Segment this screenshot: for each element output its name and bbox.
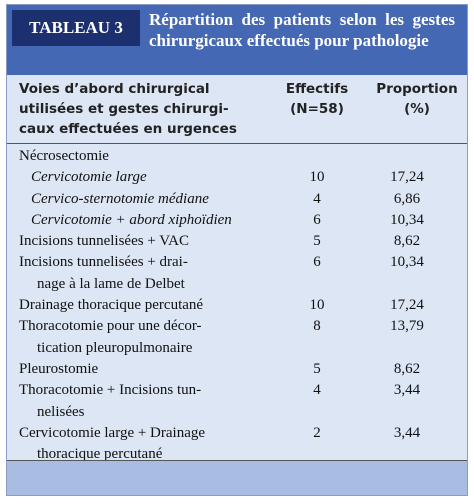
column-headers: Voies d’abord chirurgical utilisées et ge…	[7, 75, 467, 144]
row-label-line: Cervicotomie large + Drainage	[19, 424, 206, 441]
table-row: Cervico-sternotomie médiane 4 6,86	[7, 189, 467, 210]
count-cell: 5	[313, 233, 321, 250]
count-cell: 5	[313, 360, 321, 377]
row-label: Cervicotomie large + Drainage thoracique …	[19, 423, 261, 466]
column-header: Proportion (%)	[369, 79, 465, 119]
proportion-cell: 6,86	[393, 190, 421, 207]
proportion-cell: 8,62	[393, 360, 421, 377]
row-label: Incisions tunnelisées + drai-nage à la l…	[19, 252, 261, 295]
column-header-line: caux effectuées en urgences	[19, 121, 237, 137]
proportion-cell: 13,79	[390, 318, 424, 335]
row-label: Pleurostomie	[19, 359, 261, 380]
row-label-line: Nécrosectomie	[19, 148, 109, 164]
row-label: Thoracotomie + Incisions tun-nelisées	[19, 380, 261, 423]
row-label-line: Cervico-sternotomie médiane	[31, 190, 209, 207]
column-header-line: Effectifs	[285, 81, 349, 97]
proportion-cell: 17,24	[390, 297, 424, 314]
row-label: Cervicotomie large	[19, 167, 273, 188]
proportion-cell: 8,62	[393, 233, 421, 250]
row-label-line: tication pleuropulmonaire	[37, 339, 193, 356]
table-frame: TABLEAU 3 Répartition des patients selon…	[6, 4, 468, 496]
row-label: Thoracotomie pour une décor-tication ple…	[19, 316, 261, 359]
row-label-line: Cervicotomie large	[31, 169, 147, 186]
table-label: TABLEAU 3	[12, 10, 140, 46]
proportion-cell: 10,34	[390, 211, 424, 228]
table-footer	[7, 460, 467, 495]
row-label: Nécrosectomie	[19, 146, 261, 167]
row-label: Incisions tunnelisées + VAC	[19, 231, 261, 252]
column-header-line: (%)	[404, 101, 430, 117]
count-cell: 10	[309, 297, 325, 314]
row-label-line: Drainage thoracique percutané	[19, 297, 204, 314]
proportion-cell: 17,24	[390, 169, 424, 186]
column-header-line: utilisées et gestes chirurgi-	[19, 101, 229, 117]
row-label-line: Thoracotomie pour une décor-	[19, 318, 202, 335]
row-label: Cervicotomie + abord xiphoïdien	[19, 210, 273, 231]
row-label-line: Thoracotomie + Incisions tun-	[19, 382, 202, 399]
table-row: Cervicotomie + abord xiphoïdien 6 10,34	[7, 210, 467, 231]
table-row: Thoracotomie + Incisions tun-nelisées 4 3,…	[7, 380, 467, 423]
row-label: Cervico-sternotomie médiane	[19, 189, 273, 210]
count-cell: 6	[313, 254, 321, 271]
count-cell: 8	[313, 318, 321, 335]
table-row: Thoracotomie pour une décor-tication ple…	[7, 316, 467, 359]
table-header: TABLEAU 3 Répartition des patients selon…	[7, 5, 467, 75]
table-row: Drainage thoracique percutané 10 17,24	[7, 295, 467, 316]
column-header: Effectifs (N=58)	[269, 79, 365, 119]
count-cell: 4	[313, 382, 321, 399]
count-cell: 10	[309, 169, 325, 186]
proportion-cell: 3,44	[393, 382, 421, 399]
count-cell: 2	[313, 424, 321, 441]
proportion-cell: 10,34	[390, 254, 424, 271]
count-cell: 6	[313, 211, 321, 228]
row-label-line: Incisions tunnelisées + VAC	[19, 233, 189, 250]
column-header-line: (N=58)	[290, 101, 344, 117]
table-row: Incisions tunnelisées + drai-nage à la l…	[7, 252, 467, 295]
column-header: Voies d’abord chirurgical utilisées et ge…	[19, 79, 269, 139]
column-header-line: Voies d’abord chirurgical	[19, 81, 210, 97]
column-header-line: Proportion	[376, 81, 458, 97]
row-label-line: Pleurostomie	[19, 360, 99, 377]
row-label-line: thoracique percutané	[37, 446, 163, 463]
table-row: Incisions tunnelisées + VAC 5 8,62	[7, 231, 467, 252]
table-row: Cervicotomie large + Drainage thoracique …	[7, 423, 467, 466]
row-label-line: Cervicotomie + abord xiphoïdien	[31, 211, 232, 228]
row-label-line: nage à la lame de Delbet	[37, 275, 185, 292]
proportion-cell: 3,44	[393, 424, 421, 441]
row-label-line: nelisées	[37, 403, 85, 420]
table-row: Cervicotomie large 10 17,24	[7, 167, 467, 188]
row-label-line: Incisions tunnelisées + drai-	[19, 254, 188, 271]
count-cell: 4	[313, 190, 321, 207]
table-row: Nécrosectomie	[7, 146, 467, 167]
table-row: Pleurostomie 5 8,62	[7, 359, 467, 380]
row-label: Drainage thoracique percutané	[19, 295, 261, 316]
table-title: Répartition des patients selon les geste…	[149, 10, 455, 50]
table-body: Nécrosectomie Cervicotomie large 10 17,24 Ce…	[7, 146, 467, 465]
